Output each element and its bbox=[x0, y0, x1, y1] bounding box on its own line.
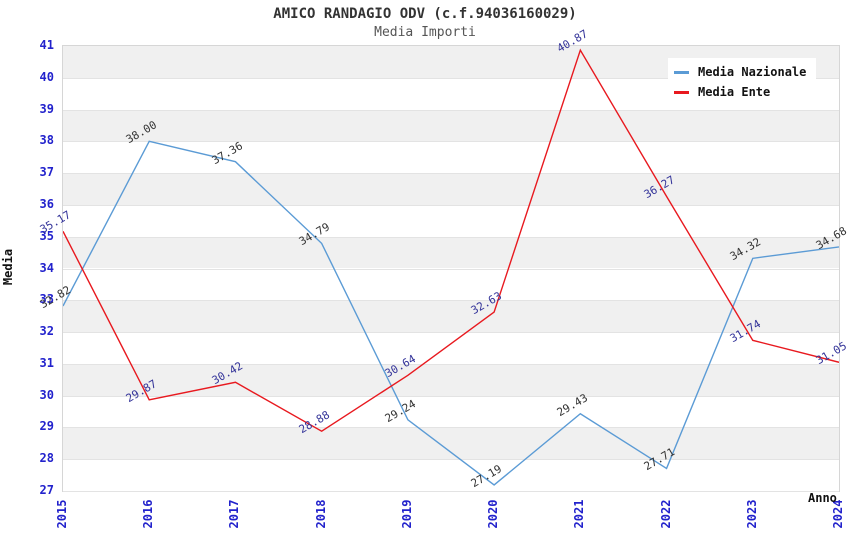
band bbox=[63, 395, 839, 428]
x-tick-label: 2020 bbox=[486, 499, 501, 529]
y-tick-label: 30 bbox=[39, 387, 54, 402]
band bbox=[63, 268, 839, 301]
y-tick-label: 33 bbox=[39, 292, 54, 307]
gridline bbox=[63, 173, 839, 175]
legend: Media Nazionale Media Ente bbox=[668, 58, 817, 108]
band bbox=[63, 109, 839, 142]
band bbox=[63, 236, 839, 269]
gridline bbox=[63, 236, 839, 238]
x-axis-title: Anno bbox=[808, 491, 837, 505]
y-tick-label: 35 bbox=[39, 228, 54, 243]
gridline bbox=[63, 141, 839, 143]
band bbox=[63, 141, 839, 174]
band bbox=[63, 300, 839, 333]
gridline bbox=[63, 363, 839, 365]
band bbox=[63, 332, 839, 364]
band bbox=[63, 204, 839, 237]
chart-subtitle: Media Importi bbox=[374, 25, 476, 40]
series-lines bbox=[63, 48, 839, 486]
band bbox=[63, 173, 839, 205]
y-axis-title: Media bbox=[1, 248, 15, 286]
legend-swatch-icon bbox=[674, 70, 689, 74]
chart-title: AMICO RANDAGIO ODV (c.f.94036160029) bbox=[273, 6, 577, 22]
x-tick-label: 2015 bbox=[55, 499, 69, 529]
x-tick-label: 2016 bbox=[141, 499, 156, 529]
gridline bbox=[63, 427, 839, 429]
x-tick-label: 2018 bbox=[313, 499, 328, 529]
legend-swatch-icon bbox=[674, 90, 689, 94]
y-tick-label: 34 bbox=[39, 260, 54, 275]
x-tick-label: 2023 bbox=[744, 499, 759, 529]
gridline bbox=[63, 459, 839, 461]
plot-area bbox=[62, 45, 840, 492]
legend-label: Media Nazionale bbox=[698, 65, 807, 79]
y-tick-label: 29 bbox=[39, 419, 54, 434]
x-tick-label: 2019 bbox=[399, 499, 414, 529]
band bbox=[63, 427, 839, 460]
y-tick-label: 31 bbox=[39, 355, 54, 370]
gridline bbox=[63, 300, 839, 302]
y-tick-label: 40 bbox=[39, 69, 54, 84]
gridline bbox=[63, 395, 839, 397]
series-line bbox=[63, 48, 839, 433]
gridline bbox=[63, 109, 839, 111]
y-tick-label: 32 bbox=[39, 324, 54, 339]
gridline bbox=[63, 491, 839, 492]
legend-item-media-ente: Media Ente bbox=[674, 82, 806, 102]
y-tick-label: 39 bbox=[39, 101, 54, 116]
x-tick-label: 2017 bbox=[227, 499, 242, 529]
y-tick-label: 36 bbox=[39, 196, 54, 211]
x-tick-label: 2021 bbox=[572, 499, 587, 529]
y-tick-label: 28 bbox=[39, 451, 54, 466]
gridline bbox=[63, 332, 839, 334]
legend-label: Media Ente bbox=[698, 85, 771, 99]
y-tick-label: 41 bbox=[39, 38, 54, 52]
gridline bbox=[63, 77, 839, 79]
y-tick-label: 38 bbox=[39, 133, 54, 148]
gridline bbox=[63, 204, 839, 206]
legend-item-media-nazionale: Media Nazionale bbox=[674, 62, 806, 82]
gridline bbox=[63, 268, 839, 270]
y-tick-label: 37 bbox=[39, 165, 54, 180]
band bbox=[63, 459, 839, 491]
x-tick-label: 2022 bbox=[658, 499, 673, 529]
series-line bbox=[63, 140, 839, 486]
y-tick-label: 27 bbox=[39, 483, 54, 497]
